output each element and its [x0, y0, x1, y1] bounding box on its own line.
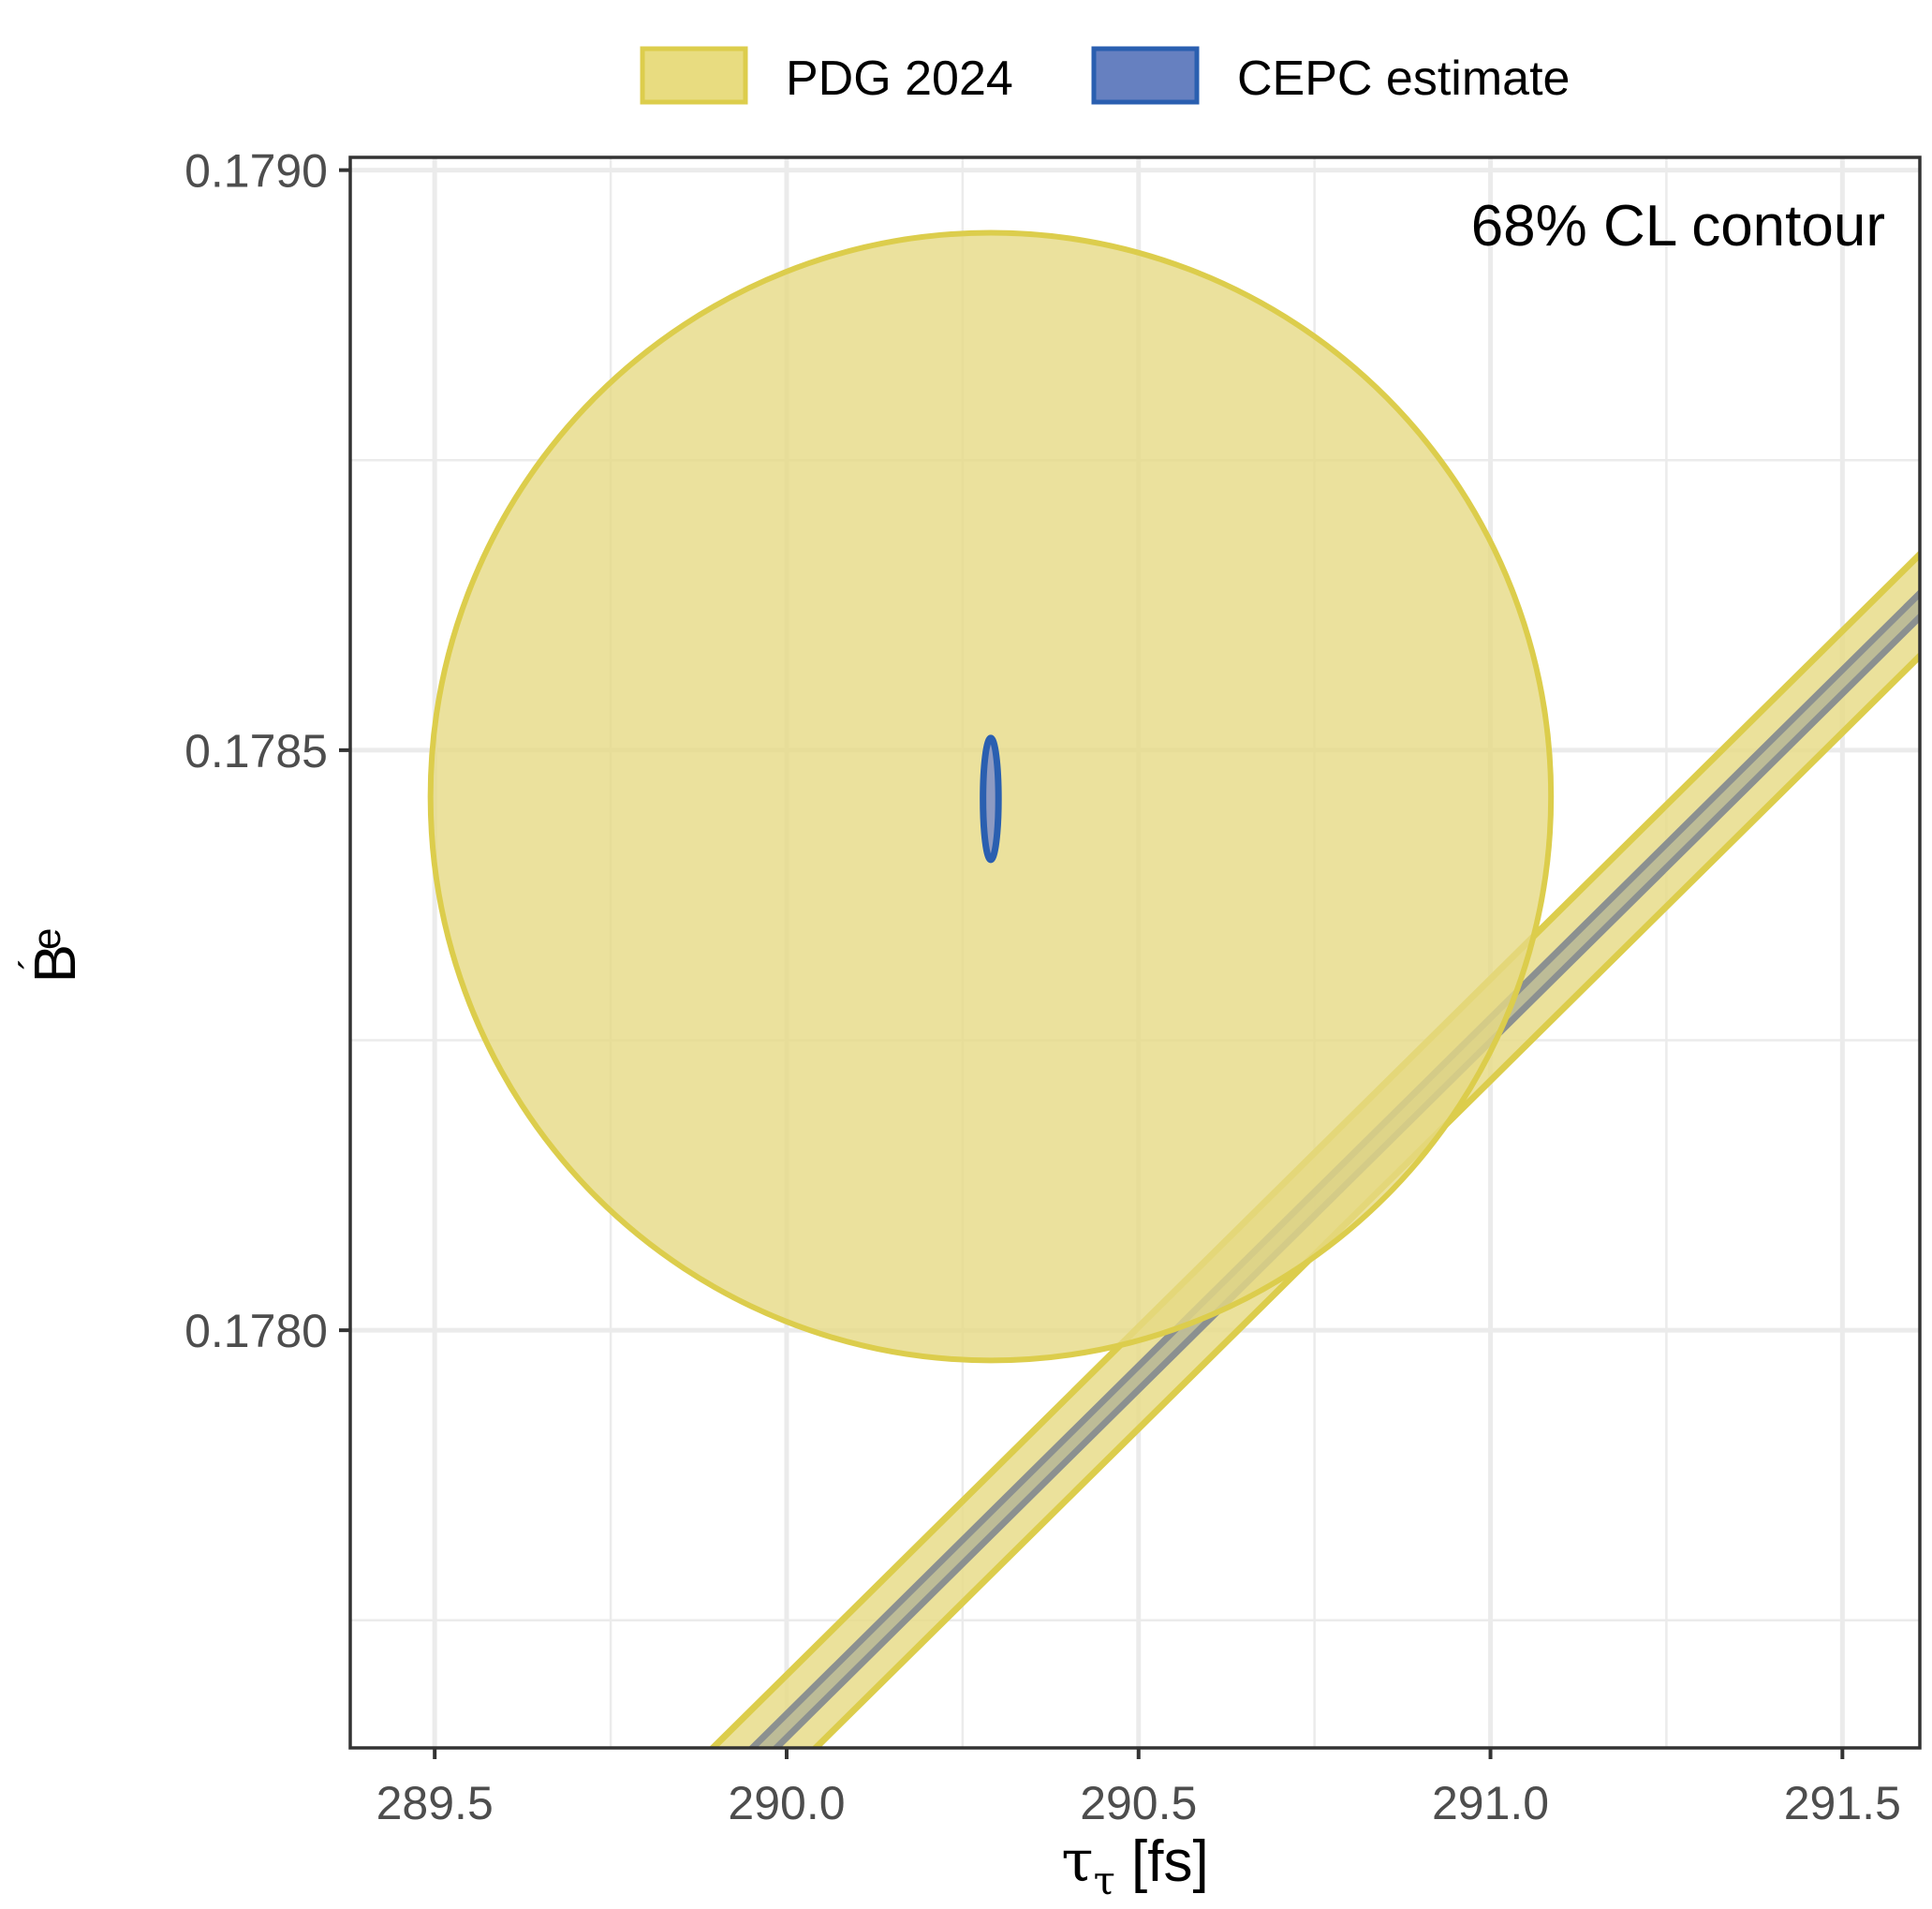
y-axis-title-sub: e	[24, 928, 68, 950]
y-tick-label: 0.1790	[184, 145, 328, 198]
y-tick-label: 0.1785	[184, 725, 328, 777]
x-axis-title-unit: [fs]	[1115, 1829, 1209, 1894]
legend: PDG 2024 CEPC estimate	[640, 46, 1570, 106]
ellipse-cepc	[980, 734, 1002, 864]
x-axis-title-sub: τ	[1094, 1857, 1115, 1903]
legend-label-cepc: CEPC estimate	[1237, 52, 1570, 106]
x-tick-label: 289.5	[376, 1777, 494, 1829]
y-axis-title-prime: ´	[11, 957, 55, 970]
x-tick-label: 291.0	[1432, 1777, 1549, 1829]
panel-border	[348, 155, 1922, 1750]
legend-key-pdg	[640, 46, 748, 105]
x-axis-title-main: τ	[1061, 1827, 1093, 1895]
x-axis-title: ττ [fs]	[1061, 1827, 1208, 1903]
legend-key-cepc	[1091, 46, 1200, 105]
annotation: 68% CL contour	[1471, 194, 1885, 259]
y-axis-title-main: B	[23, 944, 88, 983]
x-tick-label: 290.0	[728, 1777, 845, 1829]
y-axis-title: B´ e	[11, 928, 88, 984]
y-tick-label: 0.1780	[184, 1305, 328, 1357]
legend-label-pdg: PDG 2024	[786, 52, 1013, 106]
y-axis-title-group: B´ e	[11, 928, 88, 984]
x-tick-label: 291.5	[1784, 1777, 1901, 1829]
plot-marks	[427, 229, 1920, 1748]
x-tick-label: 290.5	[1080, 1777, 1197, 1829]
axes: 289.5 290.0 290.5 291.0 291.5 0.1780 0.1785 0.1…	[184, 145, 1901, 1829]
